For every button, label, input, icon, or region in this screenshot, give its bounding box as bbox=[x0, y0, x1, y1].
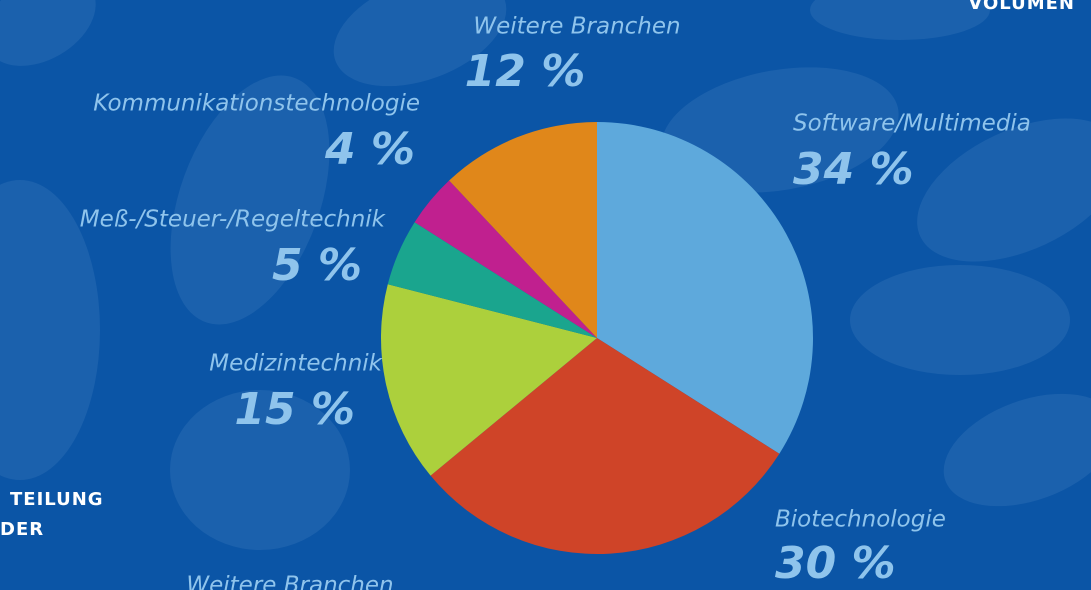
value-label: 12 % bbox=[465, 46, 586, 97]
slice-label: Kommunikationstechnologie bbox=[93, 91, 420, 117]
annotation: Weitere Branchen bbox=[186, 573, 393, 590]
value-label: 4 % bbox=[324, 124, 415, 175]
slice-label: Meß-/Steuer-/Regeltechnik bbox=[80, 207, 387, 233]
value-label: 34 % bbox=[793, 144, 914, 195]
value-label: 30 % bbox=[775, 538, 896, 589]
slice-label: Medizintechnik bbox=[209, 351, 383, 377]
pie-slice bbox=[381, 284, 597, 476]
annotation: TEILUNG bbox=[10, 489, 104, 510]
value-label: 5 % bbox=[272, 240, 362, 291]
slice-label: Weitere Branchen bbox=[473, 14, 680, 40]
pie-slice bbox=[387, 222, 597, 338]
value-label: 15 % bbox=[234, 384, 355, 435]
decoration bbox=[0, 0, 1091, 550]
slice-label: Software/Multimedia bbox=[793, 111, 1031, 137]
pie-slice bbox=[430, 338, 780, 554]
pie-slice bbox=[597, 122, 813, 454]
pie-slice bbox=[414, 180, 597, 338]
annotation: DER bbox=[0, 519, 44, 540]
pie-slice bbox=[449, 122, 597, 338]
slice-label: Biotechnologie bbox=[775, 507, 946, 533]
annotation: VOLUMEN bbox=[968, 0, 1075, 14]
